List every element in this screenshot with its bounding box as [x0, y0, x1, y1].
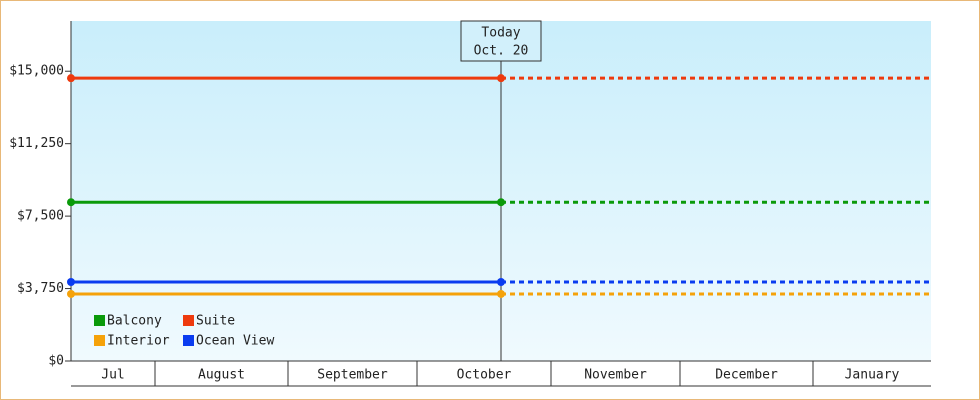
y-tick-label: $11,250	[9, 136, 64, 151]
y-tick-label: $0	[48, 354, 64, 369]
legend-swatch	[94, 315, 105, 326]
x-tick-label: January	[845, 368, 900, 383]
point	[67, 198, 75, 207]
legend-swatch	[183, 315, 194, 326]
x-tick-label: August	[198, 368, 245, 383]
legend-swatch	[183, 335, 194, 346]
today-box	[460, 20, 542, 62]
point	[67, 289, 75, 298]
legend-label: Interior	[107, 334, 170, 349]
legend-swatch	[94, 335, 105, 346]
y-tick-label: $7,500	[17, 209, 64, 224]
y-tick-label: $15,000	[9, 64, 64, 79]
point	[497, 198, 505, 207]
point	[497, 289, 505, 298]
x-tick-label: December	[715, 368, 778, 383]
point	[497, 277, 505, 286]
point	[497, 74, 505, 83]
point	[67, 74, 75, 83]
legend-label: Ocean View	[196, 334, 274, 349]
x-tick-label: November	[584, 368, 647, 383]
point	[67, 277, 75, 286]
y-tick-label: $3,750	[17, 281, 64, 296]
legend-label: Balcony	[107, 314, 162, 329]
legend-label: Suite	[196, 314, 235, 329]
x-tick-label: Jul	[101, 368, 124, 383]
x-tick-label: September	[317, 368, 388, 383]
today-date: Oct. 20	[474, 44, 529, 59]
x-tick-label: October	[457, 368, 512, 383]
today-label: Today	[481, 26, 520, 41]
